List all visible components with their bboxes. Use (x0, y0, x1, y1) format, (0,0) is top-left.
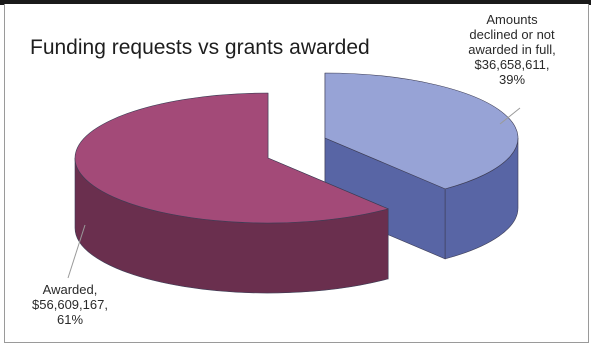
slice-label-awarded-line: Awarded, (42, 282, 98, 297)
pie-slice-awarded (74, 92, 390, 224)
chart-title: Funding requests vs grants awarded (30, 36, 370, 59)
slice-label-declined-line: declined or not (469, 27, 555, 42)
slice-label-declined-value: $36,658,611, (474, 57, 550, 72)
top-border (0, 0, 591, 5)
slice-label-declined-line: Amounts (486, 12, 538, 27)
slice-label-declined-line: awarded in full, (468, 42, 556, 57)
slice-label-awarded-percent: 61% (56, 312, 84, 327)
slice-label-awarded-value: $56,609,167, (32, 297, 108, 312)
slice-label-declined: Amounts declined or not awarded in full,… (452, 12, 572, 87)
slice-label-awarded: Awarded, $56,609,167, 61% (10, 282, 130, 327)
leader-line-awarded (67, 224, 86, 279)
slice-label-declined-percent: 39% (498, 72, 526, 87)
pie-slice-declined (324, 72, 519, 190)
leader-line-declined (499, 107, 521, 125)
